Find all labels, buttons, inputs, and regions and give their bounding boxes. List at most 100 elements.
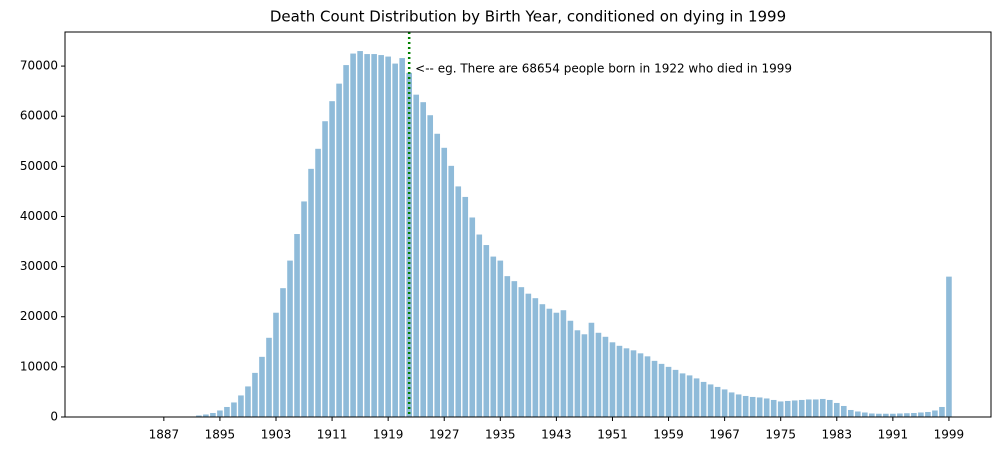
bar: [911, 412, 917, 417]
bar: [616, 345, 623, 417]
bar: [196, 415, 202, 417]
bar: [259, 356, 265, 417]
bar: [693, 378, 700, 417]
bar: [245, 386, 251, 417]
bar: [532, 298, 539, 417]
bar: [686, 375, 693, 417]
bar: [665, 366, 672, 417]
x-tick-label: 1935: [485, 428, 516, 442]
y-tick-label: 40000: [20, 209, 58, 223]
bar: [756, 397, 763, 417]
bar: [497, 260, 504, 417]
bar: [427, 115, 434, 417]
bar: [385, 56, 391, 417]
bar: [567, 320, 574, 417]
bar: [469, 217, 476, 417]
bar: [862, 412, 868, 417]
bar: [413, 94, 419, 418]
bar: [904, 413, 910, 417]
bar: [595, 332, 602, 417]
bar: [238, 395, 244, 417]
bar: [890, 413, 896, 417]
bar: [392, 63, 398, 417]
x-tick-label: 1887: [149, 428, 180, 442]
bar: [623, 348, 630, 417]
bar: [210, 412, 216, 417]
bar: [252, 372, 258, 417]
bar: [294, 234, 300, 417]
x-tick-label: 1959: [653, 428, 684, 442]
bar: [574, 330, 581, 417]
x-tick-label: 1903: [261, 428, 292, 442]
bar: [658, 363, 665, 417]
x-tick-label: 1975: [765, 428, 796, 442]
x-tick-label: 1991: [878, 428, 909, 442]
x-tick-label: 1967: [709, 428, 740, 442]
bar: [483, 245, 490, 417]
bar: [273, 312, 279, 417]
x-tick-label: 1999: [934, 428, 965, 442]
x-tick-label: 1943: [541, 428, 572, 442]
bar: [876, 413, 882, 417]
bar: [399, 58, 405, 417]
bar: [280, 288, 286, 417]
bar: [308, 168, 314, 417]
y-tick-label: 30000: [20, 259, 58, 273]
bar: [504, 276, 511, 417]
bar: [203, 414, 209, 417]
bar: [735, 394, 742, 417]
bar: [546, 308, 553, 417]
bar: [637, 353, 644, 417]
bar: [939, 406, 945, 417]
bar: [588, 322, 595, 417]
y-tick-label: 20000: [20, 309, 58, 323]
bar: [925, 411, 931, 417]
bar: [525, 293, 532, 417]
bar: [707, 384, 714, 417]
bar: [357, 51, 363, 418]
bar: [714, 386, 721, 417]
bar: [679, 373, 686, 417]
bar: [266, 337, 272, 417]
bar: [301, 201, 307, 417]
bar: [721, 389, 728, 417]
bar: [833, 402, 840, 417]
bar: [784, 400, 791, 417]
x-tick-label: 1895: [205, 428, 236, 442]
bar: [434, 133, 441, 417]
annotation: <-- eg. There are 68654 people born in 1…: [415, 62, 792, 76]
bar: [231, 402, 237, 417]
bar: [406, 72, 412, 418]
bar: [777, 401, 784, 417]
bar: [343, 65, 349, 417]
bar: [819, 398, 826, 417]
bar: [329, 101, 335, 417]
y-tick-label: 0: [50, 410, 58, 424]
x-tick-label: 1911: [317, 428, 348, 442]
bar: [455, 186, 462, 417]
bar: [672, 369, 679, 417]
bar: [322, 121, 328, 417]
bar: [581, 334, 588, 417]
bar: [847, 409, 854, 417]
bar: [630, 350, 637, 417]
bar: [518, 287, 525, 417]
bar: [798, 399, 805, 417]
bar: [287, 260, 293, 417]
bar: [805, 399, 812, 417]
bar: [371, 54, 377, 418]
bar: [644, 356, 651, 417]
bar: [476, 234, 483, 417]
bar: [609, 342, 616, 417]
bar: [448, 165, 455, 417]
bar: [602, 336, 609, 417]
bar: [364, 54, 370, 418]
bar: [651, 360, 658, 417]
bar: [932, 410, 938, 417]
chart-title: Death Count Distribution by Birth Year, …: [270, 8, 786, 26]
bar: [539, 304, 546, 417]
bar: [553, 312, 560, 417]
bar: [420, 102, 427, 418]
bar: [490, 256, 497, 417]
x-tick-label: 1983: [822, 428, 853, 442]
